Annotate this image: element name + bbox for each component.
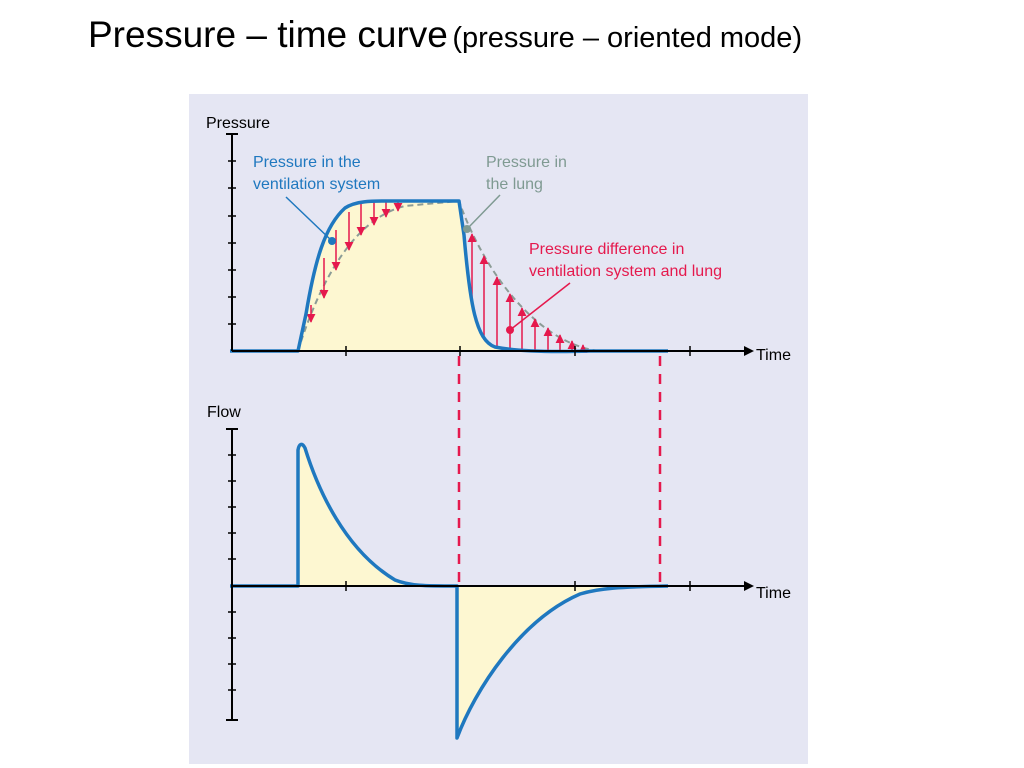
system-annotation-line2: ventilation system [253,176,380,193]
title-main: Pressure – time curve [88,14,448,55]
title-subtitle: (pressure – oriented mode) [452,22,803,54]
pressure-time-arrow [744,346,754,356]
pressure-area-fill [298,201,590,352]
flow-axis-ticks [228,454,691,691]
expiratory-flow-fill [457,586,660,738]
difference-annotation-leader [509,282,571,331]
system-annotation-leader [285,196,333,242]
inspiratory-flow-fill [298,444,455,586]
system-annotation-dot [328,237,336,245]
pressure-axis-ticks [228,160,691,356]
pressure-time-label: Time [756,347,791,364]
lung-annotation-line2: the lung [486,176,543,193]
pressure-axis-label: Pressure [206,115,270,132]
difference-annotation-line1: Pressure difference in [529,241,684,258]
lung-annotation-line1: Pressure in [486,154,567,171]
flow-axes [226,428,746,721]
flow-axis-label: Flow [207,404,241,421]
flow-time-label: Time [756,585,791,602]
lung-annotation-leader [466,194,501,230]
page-title: Pressure – time curve (pressure – orient… [88,14,802,56]
system-annotation-line1: Pressure in the [253,154,361,171]
difference-annotation-line2: ventilation system and lung [529,263,722,280]
difference-annotation-dot [506,326,514,334]
flow-time-arrow [744,581,754,591]
pressure-difference-arrows [306,202,588,354]
lung-annotation-dot [463,225,471,233]
